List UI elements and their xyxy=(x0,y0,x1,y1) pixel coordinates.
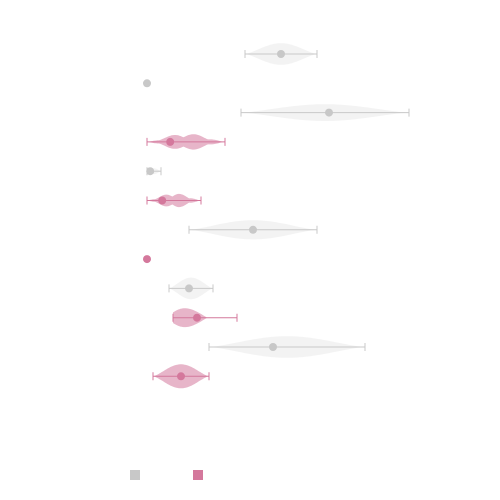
violin-group xyxy=(244,43,318,65)
median-point xyxy=(158,196,167,205)
median-point xyxy=(143,255,151,264)
legend-swatch xyxy=(193,470,203,480)
violin-group xyxy=(188,220,318,240)
median-point xyxy=(277,50,285,58)
violin-group xyxy=(146,167,162,176)
median-point xyxy=(166,137,175,146)
median-point xyxy=(185,284,193,293)
legend xyxy=(130,470,203,480)
violin-group xyxy=(240,104,410,121)
violin-group xyxy=(143,255,151,264)
violin-group xyxy=(172,308,238,328)
median-point xyxy=(146,167,155,176)
median-point xyxy=(269,343,277,351)
violin-layer xyxy=(143,43,410,389)
median-point xyxy=(249,225,257,234)
violin-group xyxy=(152,364,210,389)
violin-group xyxy=(146,193,202,208)
violin-group xyxy=(143,79,151,88)
median-point xyxy=(143,79,151,88)
median-point xyxy=(193,313,201,322)
violin-group xyxy=(208,336,366,358)
median-point xyxy=(177,372,185,381)
median-point xyxy=(325,108,333,117)
violin-group xyxy=(168,277,214,300)
legend-swatch xyxy=(130,470,140,480)
violin-group xyxy=(146,134,226,150)
